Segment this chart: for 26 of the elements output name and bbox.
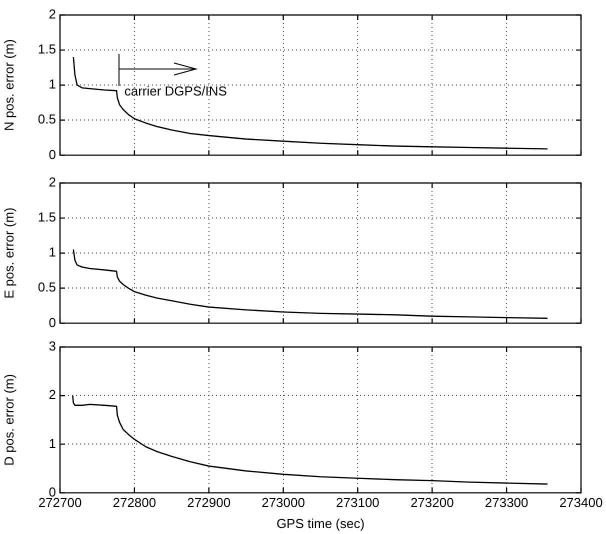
y-tick-label: 0.5 <box>38 280 56 295</box>
y-tick-label: 1 <box>48 244 56 260</box>
y-axis-title: N pos. error (m) <box>1 39 16 131</box>
y-tick-label: 2 <box>48 387 56 402</box>
x-axis-title: GPS time (sec) <box>276 516 365 531</box>
y-tick-label: 1 <box>48 436 56 451</box>
x-tick-label: 273100 <box>336 495 380 510</box>
y-tick-label: 1 <box>48 76 56 92</box>
y-tick-label: 0 <box>48 146 56 162</box>
x-tick-label: 273300 <box>484 495 528 510</box>
y-tick-label: 1.5 <box>38 210 56 225</box>
y-tick-label: 0.5 <box>38 112 56 127</box>
y-axis-title: D pos. error (m) <box>1 374 16 466</box>
y-tick-label: 2 <box>48 174 56 190</box>
x-tick-label: 273400 <box>559 495 603 510</box>
y-tick-label: 0 <box>48 484 56 500</box>
y-tick-label: 0 <box>48 314 56 330</box>
x-tick-label: 272900 <box>187 495 231 510</box>
annotation: carrier DGPS/INS <box>124 83 228 98</box>
y-tick-label: 3 <box>48 338 56 354</box>
x-tick-label: 272800 <box>112 495 156 510</box>
y-axis-title: E pos. error (m) <box>1 208 16 299</box>
x-tick-label: 273000 <box>262 495 305 510</box>
y-tick-label: 1.5 <box>38 42 56 57</box>
y-tick-label: 2 <box>48 6 56 22</box>
x-tick-label: 273200 <box>410 495 454 510</box>
